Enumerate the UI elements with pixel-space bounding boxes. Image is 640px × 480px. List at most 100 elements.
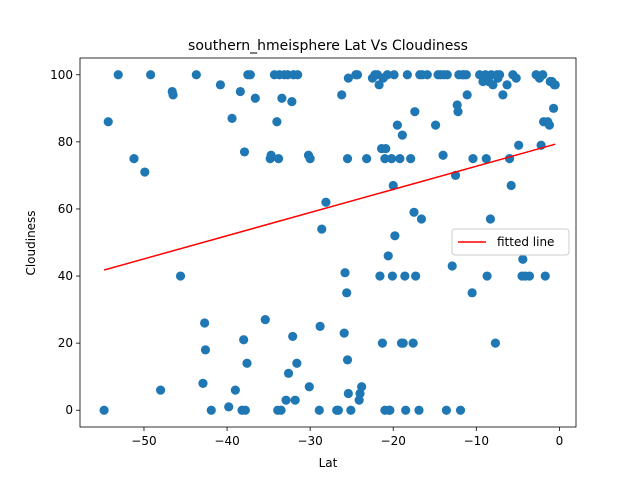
scatter-point (430, 120, 441, 130)
scatter-point (200, 345, 211, 355)
scatter-point (266, 150, 276, 160)
scatter-point (333, 405, 343, 415)
scatter-point (140, 167, 150, 177)
scatter-point (395, 154, 405, 164)
x-tick-label: 0 (556, 434, 564, 448)
scatter-point (388, 180, 398, 191)
scatter-point (191, 70, 201, 80)
scatter-point (488, 80, 498, 90)
y-tick-label: 80 (58, 135, 73, 149)
scatter-point (281, 395, 291, 405)
y-tick-label: 100 (50, 68, 73, 82)
scatter-point (273, 154, 284, 164)
scatter-point (468, 154, 478, 164)
scatter-point (230, 385, 240, 395)
scatter-point (215, 80, 226, 90)
scatter-point (380, 154, 390, 164)
scatter-point (416, 214, 427, 224)
scatter-point (494, 70, 505, 80)
scatter-point (343, 388, 353, 399)
y-tick-label: 40 (58, 269, 73, 283)
fitted-line (103, 143, 556, 271)
scatter-point (386, 154, 397, 164)
scatter-point (390, 231, 400, 241)
chart-title: southern_hmeisphere Lat Vs Cloudiness (188, 38, 468, 54)
scatter-point (250, 93, 260, 103)
scatter-point (498, 90, 508, 100)
scatter-point (342, 355, 353, 365)
y-axis-title: Cloudiness (24, 210, 38, 275)
legend-box (451, 228, 570, 256)
scatter-point (482, 271, 492, 281)
scatter-point (518, 254, 528, 264)
plot-area: −50 −40 −30 −20 −10 0 0 20 40 60 80 100 fitted line (50, 57, 577, 448)
scatter-point (385, 405, 395, 415)
scatter-point (397, 130, 407, 140)
scatter-point (462, 90, 472, 100)
scatter-point (224, 402, 234, 412)
scatter-point (548, 103, 559, 113)
scatter-point (337, 90, 347, 100)
scatter-point (304, 382, 314, 392)
scatter-point (113, 70, 123, 80)
scatter-point (343, 73, 353, 83)
x-axis-title: Lat (319, 456, 338, 470)
scatter-point (414, 405, 424, 415)
scatter-point (422, 70, 432, 80)
scatter-point (453, 107, 463, 117)
scatter-point (438, 150, 448, 160)
scatter-point (375, 271, 385, 281)
scatter-point (317, 224, 327, 234)
scatter-point (272, 117, 282, 127)
scatter-point (146, 70, 156, 80)
scatter-point (402, 70, 412, 80)
scatter-point (467, 288, 477, 298)
axes-frame (79, 57, 577, 428)
scatter-point (544, 120, 555, 130)
y-tick-label: 60 (58, 202, 73, 216)
scatter-point (287, 97, 297, 107)
legend-label: fitted line (497, 235, 554, 249)
scatter-point (260, 315, 270, 325)
scatter-point (240, 405, 250, 415)
scatter-point (290, 395, 300, 405)
scatter-point (481, 154, 491, 164)
scatter-point (389, 70, 399, 80)
scatter-point (99, 405, 109, 415)
scatter-point (387, 271, 397, 281)
x-tick-label: −30 (297, 434, 322, 448)
scatter-point (377, 338, 388, 348)
scatter-point (524, 271, 535, 281)
scatter-point (400, 271, 410, 281)
scatter-point (277, 93, 287, 103)
scatter-point (354, 395, 364, 405)
scatter-point (382, 70, 393, 80)
scatter-point (506, 180, 516, 191)
scatter-point (408, 338, 418, 348)
scatter-point (550, 80, 560, 90)
scatter-point (340, 268, 350, 278)
x-tick-label: −50 (131, 434, 156, 448)
scatter-point (455, 405, 466, 415)
scatter-point (239, 147, 250, 157)
scatter-point (442, 70, 452, 80)
scatter-point (383, 251, 393, 261)
scatter-point (490, 338, 501, 348)
scatter-point (283, 368, 294, 378)
scatter-point (175, 271, 186, 281)
x-tick-label: −20 (381, 434, 406, 448)
scatter-point (276, 405, 286, 415)
scatter-point (239, 335, 249, 345)
scatter-point (103, 117, 113, 127)
scatter-point (409, 207, 419, 217)
scatter-point (342, 154, 353, 164)
scatter-point (485, 214, 496, 224)
scatter-point (447, 261, 457, 271)
scatter-point (452, 100, 462, 110)
scatter-point (406, 154, 416, 164)
scatter-point (129, 154, 139, 164)
scatter-point (155, 385, 166, 395)
y-tick-label: 0 (65, 403, 73, 417)
scatter-point (321, 197, 331, 207)
